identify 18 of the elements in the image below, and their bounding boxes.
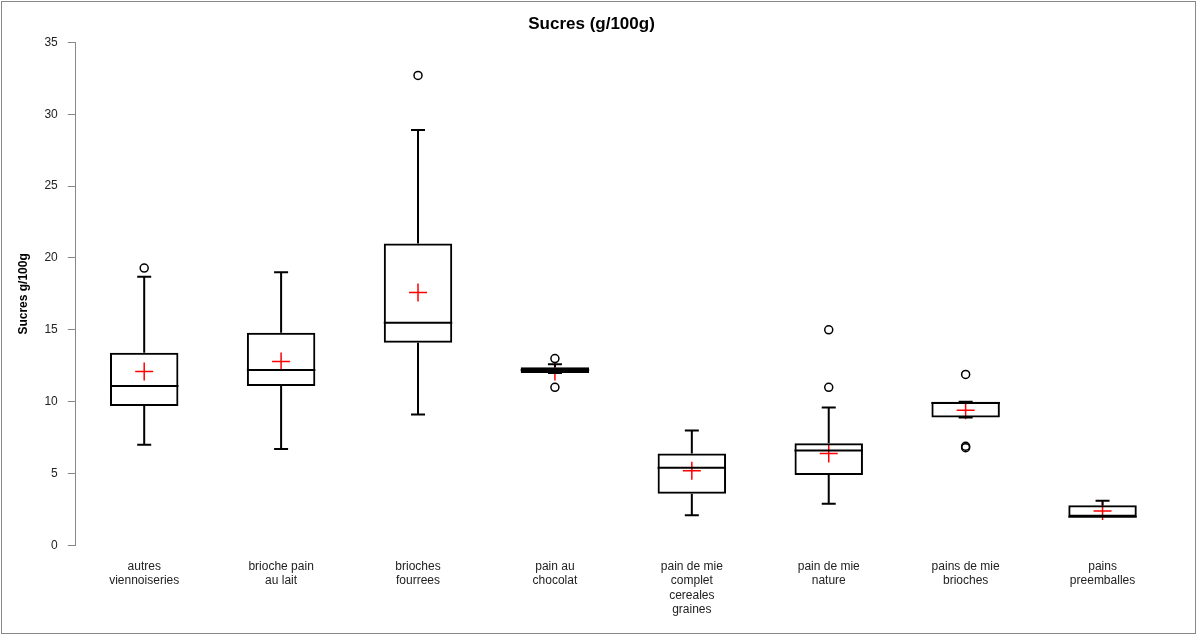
y-tick-label: 25 bbox=[44, 178, 59, 193]
y-tick-label: 35 bbox=[44, 34, 59, 49]
y-tick-label: 15 bbox=[44, 322, 59, 337]
x-tick-label: pain de mie nature bbox=[797, 558, 861, 588]
x-tick-label: pain au chocolat bbox=[532, 558, 578, 588]
y-tick-label: 20 bbox=[44, 250, 59, 265]
y-tick-label: 0 bbox=[51, 537, 59, 552]
y-axis-title: Sucres g/100g bbox=[15, 253, 30, 335]
x-tick-label: autres viennoiseries bbox=[109, 558, 180, 588]
y-tick-label: 10 bbox=[44, 394, 59, 408]
x-tick-label: brioches fourrees bbox=[395, 558, 441, 588]
x-tick-label: brioche pain au lait bbox=[248, 558, 314, 588]
x-tick-label: pains preemballes bbox=[1069, 558, 1136, 588]
x-tick-label: pain de mie complet cereales graines bbox=[660, 558, 724, 617]
y-tick-label: 5 bbox=[51, 465, 59, 480]
chart-title: Sucres (g/100g) bbox=[528, 13, 655, 33]
x-tick-label: pains de mie brioches bbox=[931, 558, 1000, 588]
y-tick-label: 30 bbox=[44, 106, 59, 121]
